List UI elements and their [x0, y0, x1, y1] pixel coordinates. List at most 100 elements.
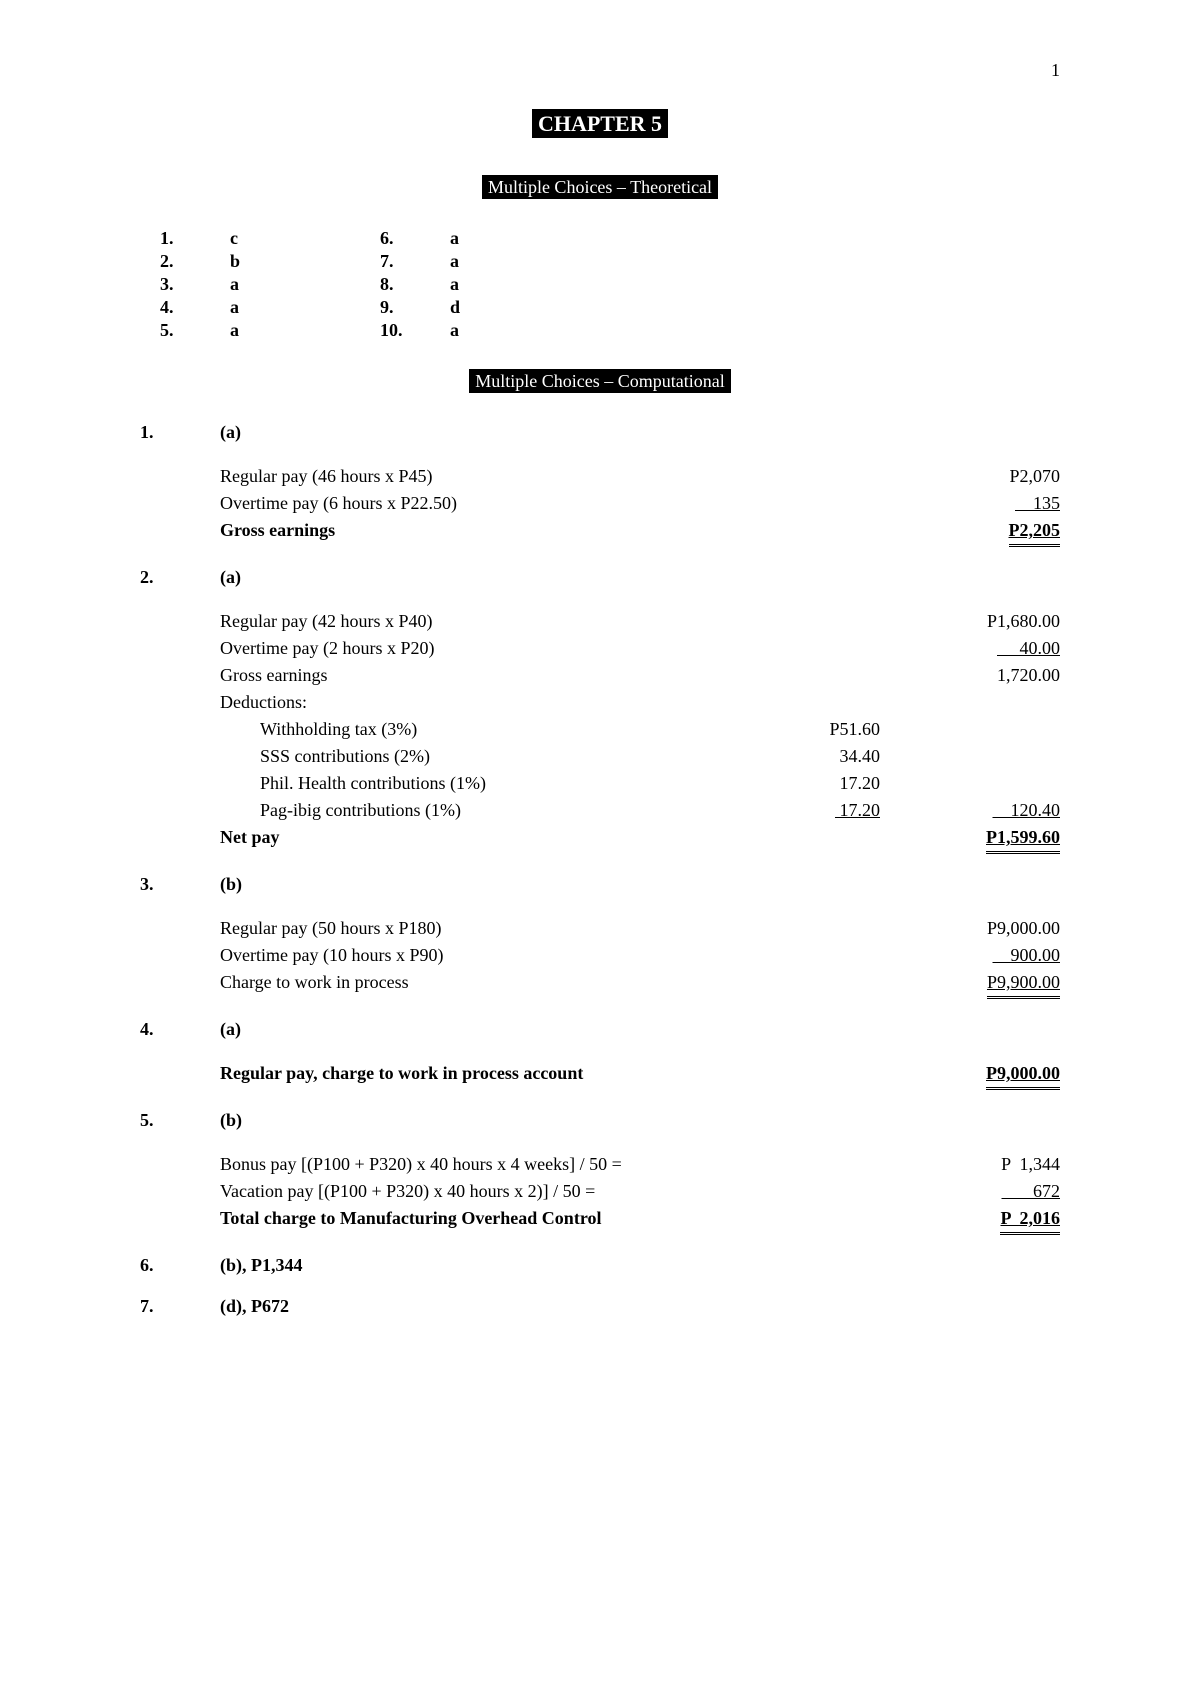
chapter-title-text: CHAPTER 5 — [532, 109, 668, 138]
calc-desc: Bonus pay [(P100 + P320) x 40 hours x 4 … — [220, 1151, 940, 1178]
comp-answer: (b), P1,344 — [220, 1255, 303, 1276]
comp-item: 6.(b), P1,344 — [140, 1255, 1060, 1276]
comp-header: 2.(a) — [140, 567, 1060, 588]
mc-answer: c — [230, 228, 260, 249]
calc-row: Total charge to Manufacturing Overhead C… — [220, 1205, 1060, 1235]
calc-desc: Phil. Health contributions (1%) — [220, 770, 760, 797]
comp-answer: (b) — [220, 1110, 242, 1131]
comp-number: 1. — [140, 422, 170, 443]
calc-desc: Overtime pay (2 hours x P20) — [220, 635, 940, 662]
calc-value: 120.40 — [940, 797, 1060, 824]
calc-mid-value: 17.20 — [760, 770, 880, 797]
comp-header: 1. (a) — [140, 422, 1060, 443]
calc-value: P9,000.00 — [940, 1060, 1060, 1090]
calc-row: Overtime pay (6 hours x P22.50) 135 — [220, 490, 1060, 517]
mc-row: 10.a — [380, 320, 480, 341]
calc-desc: Regular pay, charge to work in process a… — [220, 1060, 940, 1090]
chapter-title: CHAPTER 5 — [140, 111, 1060, 137]
mc-row: 5. a — [160, 320, 260, 341]
mc-number: 4. — [160, 297, 190, 318]
mc-number: 3. — [160, 274, 190, 295]
comp-answer: (a) — [220, 422, 241, 443]
section-theoretical-text: Multiple Choices – Theoretical — [482, 175, 718, 199]
calc-value: P2,070 — [940, 463, 1060, 490]
calc-value — [940, 770, 1060, 797]
calc-row: Vacation pay [(P100 + P320) x 40 hours x… — [220, 1178, 1060, 1205]
calc-block: Bonus pay [(P100 + P320) x 40 hours x 4 … — [220, 1151, 1060, 1235]
calc-row: Withholding tax (3%)P51.60 — [220, 716, 1060, 743]
computational-container: 1.(a)Regular pay (46 hours x P45)P2,070O… — [140, 422, 1060, 1317]
mc-answer: d — [450, 297, 480, 318]
calc-desc: Regular pay (42 hours x P40) — [220, 608, 940, 635]
mc-row: 6.a — [380, 228, 480, 249]
mc-row: 8. a — [380, 274, 480, 295]
comp-item: 3.(b)Regular pay (50 hours x P180)P9,000… — [140, 874, 1060, 999]
calc-desc: Vacation pay [(P100 + P320) x 40 hours x… — [220, 1178, 940, 1205]
comp-answer: (d), P672 — [220, 1296, 289, 1317]
calc-row: SSS contributions (2%)34.40 — [220, 743, 1060, 770]
calc-row: Regular pay (42 hours x P40)P1,680.00 — [220, 608, 1060, 635]
calc-row: Charge to work in processP9,900.00 — [220, 969, 1060, 999]
mc-number: 2. — [160, 251, 190, 272]
calc-value: 1,720.00 — [940, 662, 1060, 689]
calc-mid-value: 17.20 — [760, 797, 880, 824]
mc-row: 9. d — [380, 297, 480, 318]
mc-answer: a — [450, 274, 480, 295]
comp-answer: (b) — [220, 874, 242, 895]
calc-value: P1,599.60 — [940, 824, 1060, 854]
calc-desc: SSS contributions (2%) — [220, 743, 760, 770]
calc-mid-value: P51.60 — [760, 716, 880, 743]
comp-header: 6.(b), P1,344 — [140, 1255, 1060, 1276]
calc-row: Gross earnings1,720.00 — [220, 662, 1060, 689]
calc-desc: Gross earnings — [220, 517, 940, 547]
calc-value: P9,000.00 — [940, 915, 1060, 942]
page-number: 1 — [140, 60, 1060, 81]
calc-desc: Total charge to Manufacturing Overhead C… — [220, 1205, 940, 1235]
calc-value — [940, 743, 1060, 770]
calc-row: Phil. Health contributions (1%)17.20 — [220, 770, 1060, 797]
calc-row: Bonus pay [(P100 + P320) x 40 hours x 4 … — [220, 1151, 1060, 1178]
mc-answer: a — [450, 251, 480, 272]
mc-row: 2. b — [160, 251, 260, 272]
mc-number: 8. — [380, 274, 410, 295]
mc-answer: b — [230, 251, 260, 272]
comp-number: 7. — [140, 1296, 170, 1317]
calc-value: P 2,016 — [940, 1205, 1060, 1235]
section-computational-text: Multiple Choices – Computational — [469, 369, 730, 393]
calc-row: Regular pay (46 hours x P45)P2,070 — [220, 463, 1060, 490]
mc-answer: a — [230, 320, 260, 341]
calc-desc: Net pay — [220, 824, 940, 854]
section-theoretical-header: Multiple Choices – Theoretical — [140, 177, 1060, 198]
mc-row: 7.a — [380, 251, 480, 272]
calc-desc: Gross earnings — [220, 662, 940, 689]
comp-header: 7. (d), P672 — [140, 1296, 1060, 1317]
calc-value — [940, 716, 1060, 743]
calc-value: P 1,344 — [940, 1151, 1060, 1178]
comp-number: 5. — [140, 1110, 170, 1131]
calc-desc: Pag-ibig contributions (1%) — [220, 797, 760, 824]
comp-item: 1. (a) Regular pay (46 hours x P45)P2,070O… — [140, 422, 1060, 547]
mc-number: 1. — [160, 228, 190, 249]
calc-row: Regular pay (50 hours x P180)P9,000.00 — [220, 915, 1060, 942]
calc-desc: Overtime pay (10 hours x P90) — [220, 942, 940, 969]
calc-value — [940, 689, 1060, 716]
calc-value: P9,900.00 — [940, 969, 1060, 999]
comp-header: 4. (a) — [140, 1019, 1060, 1040]
mc-number: 9. — [380, 297, 410, 318]
comp-header: 5. (b) — [140, 1110, 1060, 1131]
mc-answer: a — [230, 297, 260, 318]
calc-block: Regular pay (46 hours x P45)P2,070Overti… — [220, 463, 1060, 547]
calc-value: 900.00 — [940, 942, 1060, 969]
calc-value: 672 — [940, 1178, 1060, 1205]
calc-value: 135 — [940, 490, 1060, 517]
comp-item: 2.(a) Regular pay (42 hours x P40)P1,680.… — [140, 567, 1060, 854]
mc-row: 1. c — [160, 228, 260, 249]
mc-number: 5. — [160, 320, 190, 341]
comp-answer: (a) — [220, 1019, 241, 1040]
comp-number: 4. — [140, 1019, 170, 1040]
theoretical-right-column: 6.a7.a8. a 9. d10.a — [380, 228, 480, 341]
calc-desc: Charge to work in process — [220, 969, 940, 999]
comp-item: 4. (a) Regular pay, charge to work in proc… — [140, 1019, 1060, 1090]
calc-row: Overtime pay (10 hours x P90) 900.00 — [220, 942, 1060, 969]
mc-row: 4. a — [160, 297, 260, 318]
